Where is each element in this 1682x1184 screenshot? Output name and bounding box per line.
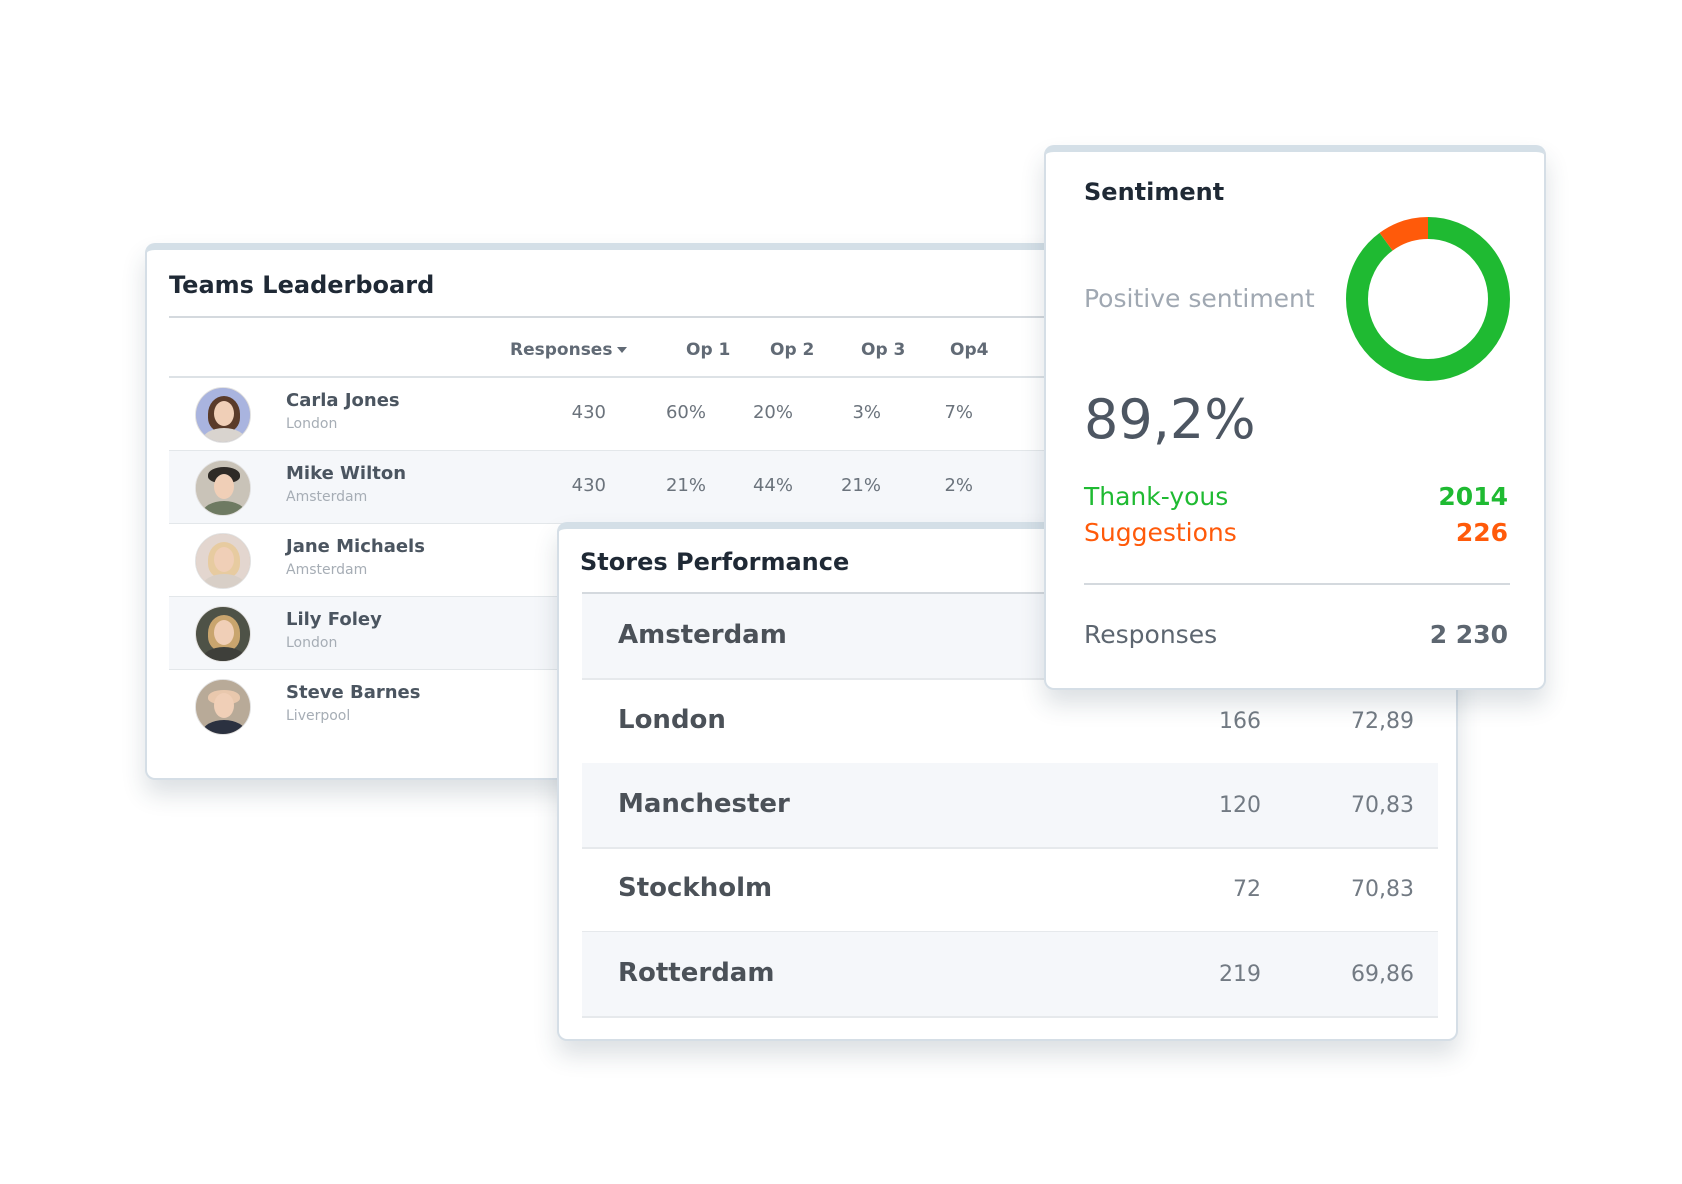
sentiment-card: Sentiment Positive sentiment 89,2% Thank… (1044, 145, 1546, 690)
thankyous-value: 2014 (1438, 482, 1508, 511)
responses-value: 2 230 (1429, 620, 1508, 649)
store-name: London (618, 705, 726, 735)
person-city: Amsterdam (286, 562, 368, 578)
table-row[interactable]: Carla Jones London 430 60% 20% 3% 7% (169, 378, 1129, 451)
avatar (195, 460, 251, 516)
op2-cell: 20% (752, 402, 793, 423)
column-header-op2[interactable]: Op 2 (770, 340, 815, 360)
person-city: London (286, 416, 338, 432)
store-name: Rotterdam (618, 958, 775, 988)
op3-cell: 3% (852, 402, 881, 423)
person-name: Lily Foley (286, 609, 382, 630)
op4-cell: 7% (944, 402, 973, 423)
leaderboard-title-divider (169, 316, 1129, 318)
store-count: 219 (1219, 962, 1261, 987)
store-count: 166 (1219, 709, 1261, 734)
sentiment-title: Sentiment (1084, 178, 1225, 206)
column-header-op3[interactable]: Op 3 (861, 340, 906, 360)
store-row[interactable]: London 166 72,89 (582, 679, 1438, 765)
person-name: Jane Michaels (286, 536, 425, 557)
store-count: 72 (1233, 877, 1261, 902)
positive-sentiment-percent: 89,2% (1084, 388, 1256, 451)
responses-cell: 430 (571, 475, 606, 496)
store-name: Manchester (618, 789, 790, 819)
store-count: 120 (1219, 793, 1261, 818)
person-city: Liverpool (286, 708, 351, 724)
op4-cell: 2% (944, 475, 973, 496)
responses-cell: 430 (571, 402, 606, 423)
avatar (195, 387, 251, 443)
donut-slice-thank-yous (1346, 217, 1510, 381)
thankyous-label: Thank-yous (1084, 482, 1229, 511)
table-row[interactable]: Steve Barnes Liverpool (169, 670, 1129, 742)
stores-performance-card: Stores Performance Amsterdam London 166 … (557, 522, 1458, 1041)
leaderboard-header-row: Responses Op 1 Op 2 Op 3 Op4 (169, 340, 1129, 378)
store-score: 70,83 (1351, 877, 1414, 902)
store-row[interactable]: Stockholm 72 70,83 (582, 847, 1438, 933)
op1-cell: 21% (665, 475, 706, 496)
suggestions-value: 226 (1455, 518, 1508, 547)
sentiment-divider (1084, 583, 1510, 585)
column-header-responses-label: Responses (510, 340, 613, 360)
avatar (195, 679, 251, 735)
store-score: 69,86 (1351, 962, 1414, 987)
leaderboard-title: Teams Leaderboard (169, 271, 435, 299)
op1-cell: 60% (665, 402, 706, 423)
suggestions-label: Suggestions (1084, 518, 1237, 547)
store-score: 72,89 (1351, 709, 1414, 734)
column-header-op4[interactable]: Op4 (950, 340, 989, 360)
store-score: 70,83 (1351, 793, 1414, 818)
sentiment-donut-chart (1346, 217, 1510, 381)
person-name: Mike Wilton (286, 463, 407, 484)
person-name: Carla Jones (286, 390, 400, 411)
column-header-responses[interactable]: Responses (510, 340, 628, 360)
stores-title-divider (582, 592, 1438, 594)
stores-title: Stores Performance (580, 548, 850, 576)
table-row[interactable]: Mike Wilton Amsterdam 430 21% 44% 21% 2% (169, 451, 1129, 524)
donut-slice-suggestions (1346, 217, 1510, 381)
store-name: Stockholm (618, 873, 773, 903)
responses-label: Responses (1084, 620, 1218, 649)
person-name: Steve Barnes (286, 682, 421, 703)
avatar (195, 606, 251, 662)
op2-cell: 44% (752, 475, 793, 496)
avatar (195, 533, 251, 589)
person-city: London (286, 635, 338, 651)
column-header-op1[interactable]: Op 1 (686, 340, 731, 360)
store-row[interactable]: Rotterdam 219 69,86 (582, 932, 1438, 1018)
store-name: Amsterdam (618, 620, 787, 650)
positive-sentiment-label: Positive sentiment (1084, 284, 1315, 313)
op3-cell: 21% (840, 475, 881, 496)
person-city: Amsterdam (286, 489, 368, 505)
store-row[interactable]: Manchester 120 70,83 (582, 763, 1438, 849)
caret-down-icon[interactable] (617, 347, 628, 353)
